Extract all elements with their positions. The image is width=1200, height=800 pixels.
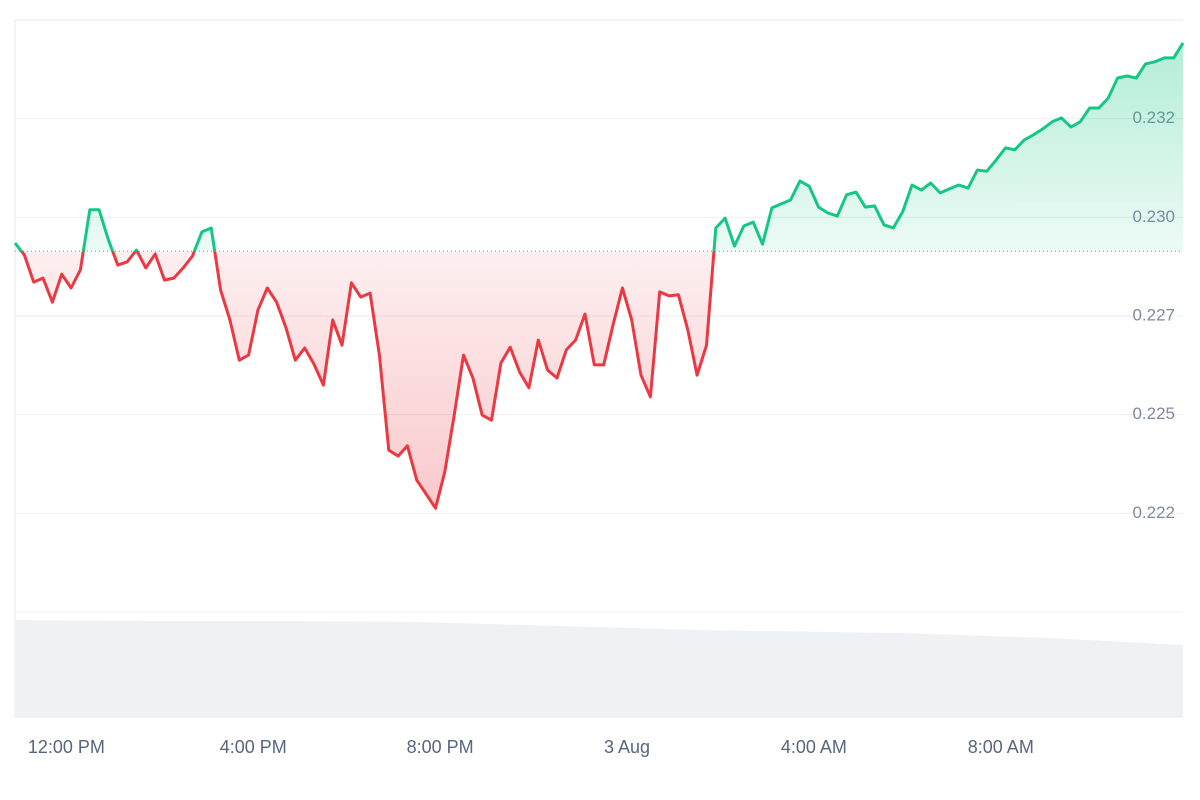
x-tick-label: 4:00 AM xyxy=(781,737,847,757)
y-tick-label: 0.222 xyxy=(1132,503,1175,522)
x-tick-label: 8:00 AM xyxy=(968,737,1034,757)
x-tick-label: 8:00 PM xyxy=(407,737,474,757)
x-tick-label: 12:00 PM xyxy=(28,737,105,757)
y-tick-label: 0.227 xyxy=(1132,305,1175,324)
area xyxy=(15,42,1183,509)
volume-area xyxy=(15,620,1183,717)
x-tick-label: 4:00 PM xyxy=(220,737,287,757)
y-tick-label: 0.225 xyxy=(1132,404,1175,423)
price-line xyxy=(13,42,1185,510)
x-tick-label: 3 Aug xyxy=(604,737,650,757)
